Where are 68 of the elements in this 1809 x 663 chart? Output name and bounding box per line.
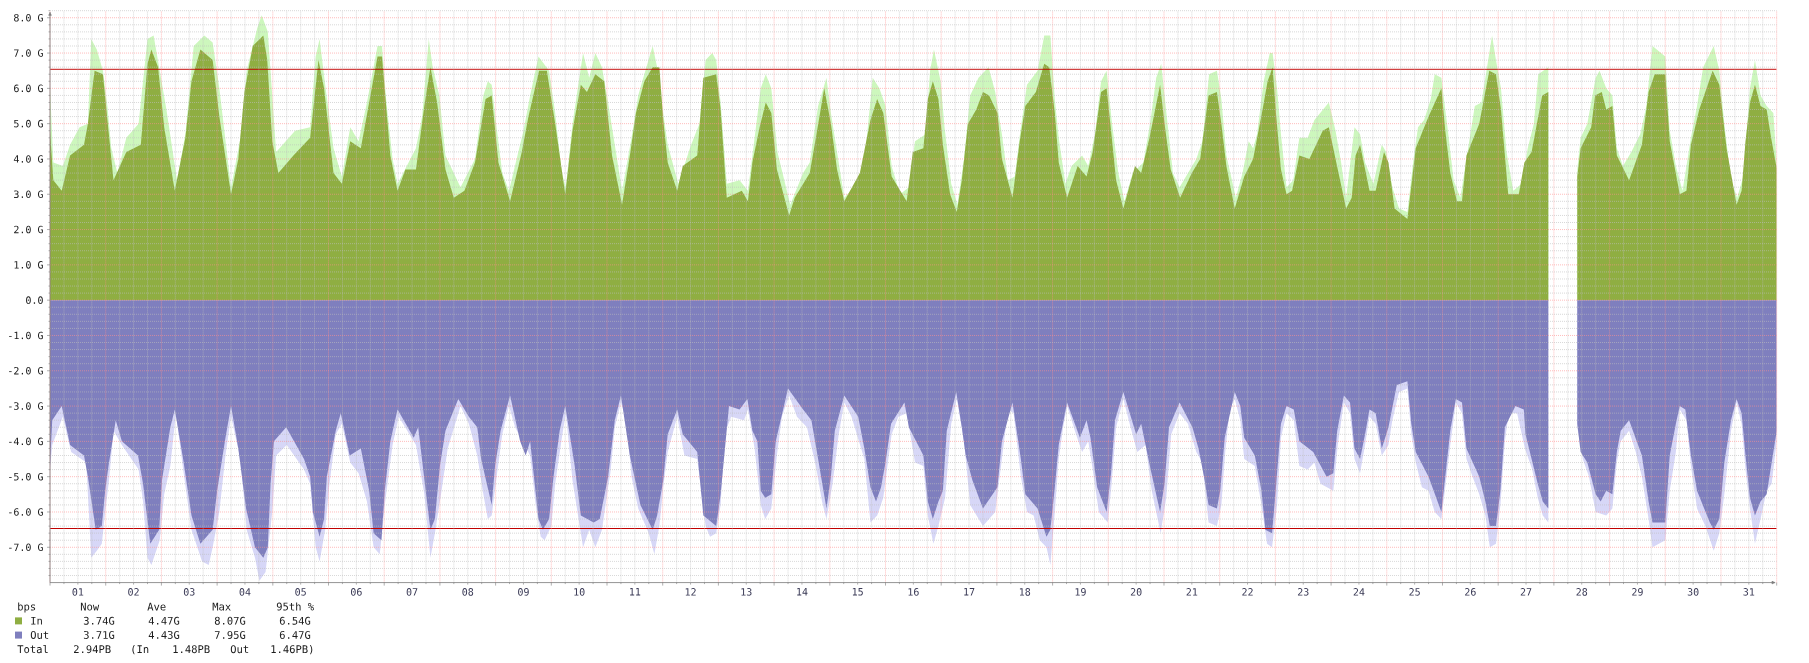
y-tick-label: 6.0 G [14,84,43,93]
y-tick-label: 4.0 G [13,155,43,163]
x-tick-label: 02 [128,588,139,596]
text: 1.48PB [173,645,210,654]
x-tick-label: 18 [1019,588,1031,596]
x-tick-label: 06 [350,588,362,596]
x-tick-label: 22 [1242,588,1253,596]
text: Now [80,602,100,611]
y-tick-label: 7.0 G [14,49,43,57]
y-tick-label: 5.0 G [14,119,43,128]
y-tick-label: -2.0 G [9,366,43,375]
text: 3.74G [83,616,115,625]
x-tick-label: 10 [574,588,585,596]
x-tick-label: 20 [1130,588,1142,596]
x-tick-label: 05 [295,588,306,596]
text: Out [230,645,249,654]
text: 6.54G [279,616,311,625]
text: 2.94PB [74,645,111,654]
x-tick-label: 28 [1576,588,1588,596]
text: Ave [147,602,166,611]
text: 8.07G [214,616,246,625]
text: 7.95G [214,630,246,639]
text: 4.47G [148,616,180,625]
x-tick-label: 24 [1353,588,1365,596]
text: 1.46PB) [271,645,313,655]
x-tick-label: 01 [72,588,84,596]
x-tick-label: 04 [239,588,251,596]
x-tick-label: 17 [964,588,975,596]
x-tick-label: 08 [462,588,474,596]
y-tick-label: -7.0 G [9,543,43,552]
x-tick-label: 31 [1743,588,1755,596]
text: Max [212,602,231,611]
y-tick-label: 0.0 [26,296,43,304]
x-tick-label: 03 [183,588,195,596]
x-tick-label: 27 [1520,588,1532,596]
y-tick-label: 1.0 G [14,261,43,269]
legend-title: bps [18,602,36,613]
x-tick-label: 13 [741,588,752,596]
y-tick-label: 8.0 G [14,13,43,22]
x-tick-label: 09 [518,588,529,596]
y-tick-label: -6.0 G [9,508,43,516]
text: 6.47G [279,630,311,639]
x-tick-label: 23 [1297,588,1309,596]
legend-label: In [31,616,42,625]
x-tick-label: 15 [852,588,863,596]
x-tick-label: 07 [406,588,418,596]
y-tick-label: 2.0 G [14,225,43,234]
x-tick-label: 29 [1632,588,1643,596]
legend-label: Out [30,630,49,639]
x-tick-label: 11 [630,588,641,596]
x-tick-label: 16 [908,588,919,596]
x-tick-label: 21 [1186,588,1198,596]
y-tick-label: -4.0 G [9,437,43,446]
text: Total [17,644,48,654]
text: 3.71G [83,630,115,639]
text: 4.43G [148,630,180,639]
x-tick-label: 19 [1075,588,1086,596]
x-tick-label: 14 [797,588,808,596]
x-tick-label: 12 [685,588,696,596]
y-tick-label: -3.0 G [9,402,43,410]
x-tick-label: 30 [1687,588,1699,596]
x-tick-label: 26 [1465,588,1476,596]
y-tick-label: -5.0 G [9,472,43,481]
text: (In [132,645,149,655]
x-tick-label: 25 [1409,588,1420,596]
y-tick-label: 3.0 G [14,190,43,199]
y-tick-label: -1.0 G [9,331,43,340]
text: 95th % [276,602,314,611]
